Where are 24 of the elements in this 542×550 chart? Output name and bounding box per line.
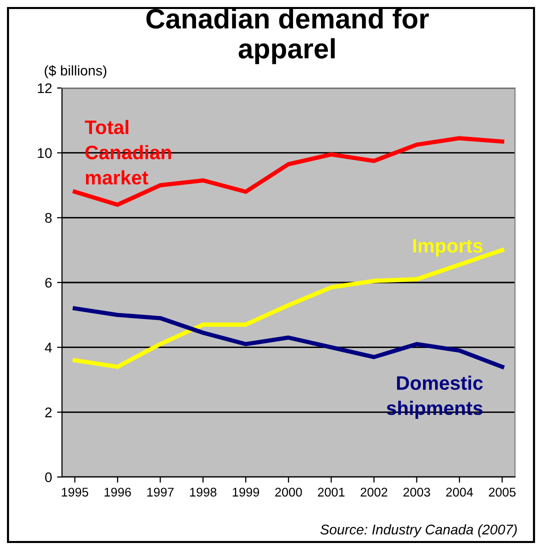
y-tick-label: 4 — [44, 342, 52, 352]
y-tick-label: 8 — [45, 213, 52, 223]
x-tick-label: 1995 — [62, 488, 88, 497]
x-tick-label: 1997 — [147, 488, 174, 497]
y-axis-title: ($ billions) — [44, 65, 106, 78]
line-series — [72, 136, 504, 207]
x-tick-label: 2000 — [275, 488, 302, 497]
chart-title: Canadian demand for apparel — [146, 8, 429, 64]
y-tick-label: 0 — [45, 472, 52, 482]
series-label: Imports — [413, 239, 482, 257]
y-tick-label: 6 — [45, 278, 52, 288]
x-tick-label: 1998 — [190, 488, 216, 497]
x-tick-label: 2003 — [403, 488, 430, 497]
y-tick-label: 2 — [45, 408, 52, 418]
x-tick-label: 2001 — [318, 488, 345, 497]
line-series — [72, 306, 504, 369]
x-tick-label: 1999 — [232, 488, 260, 497]
source-note: Source: Industry Canada (2007) — [320, 524, 517, 538]
x-tick-label: 2002 — [360, 488, 388, 497]
x-tick-label: 1996 — [104, 488, 131, 497]
y-tick-label: 12 — [38, 83, 52, 94]
x-tick-label: 2004 — [446, 488, 473, 497]
x-tick-label: 2005 — [488, 488, 516, 497]
y-tick-label: 10 — [38, 148, 52, 158]
